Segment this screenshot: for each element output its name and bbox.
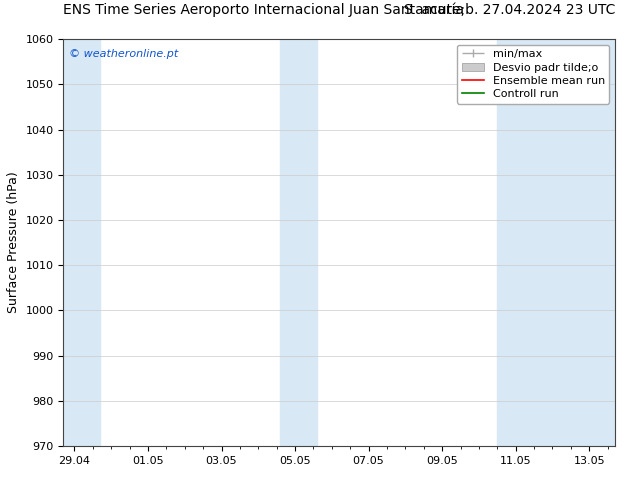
Y-axis label: Surface Pressure (hPa): Surface Pressure (hPa) [7, 172, 20, 314]
Bar [497, 39, 615, 446]
Text: © weatheronline.pt: © weatheronline.pt [69, 49, 178, 59]
Bar [63, 39, 100, 446]
Text: ENS Time Series Aeroporto Internacional Juan Santamaría: ENS Time Series Aeroporto Internacional … [63, 2, 465, 17]
Bar [280, 39, 317, 446]
Legend: min/max, Desvio padr tilde;o, Ensemble mean run, Controll run: min/max, Desvio padr tilde;o, Ensemble m… [457, 45, 609, 104]
Text: S  acute;b. 27.04.2024 23 UTC: S acute;b. 27.04.2024 23 UTC [404, 3, 615, 17]
